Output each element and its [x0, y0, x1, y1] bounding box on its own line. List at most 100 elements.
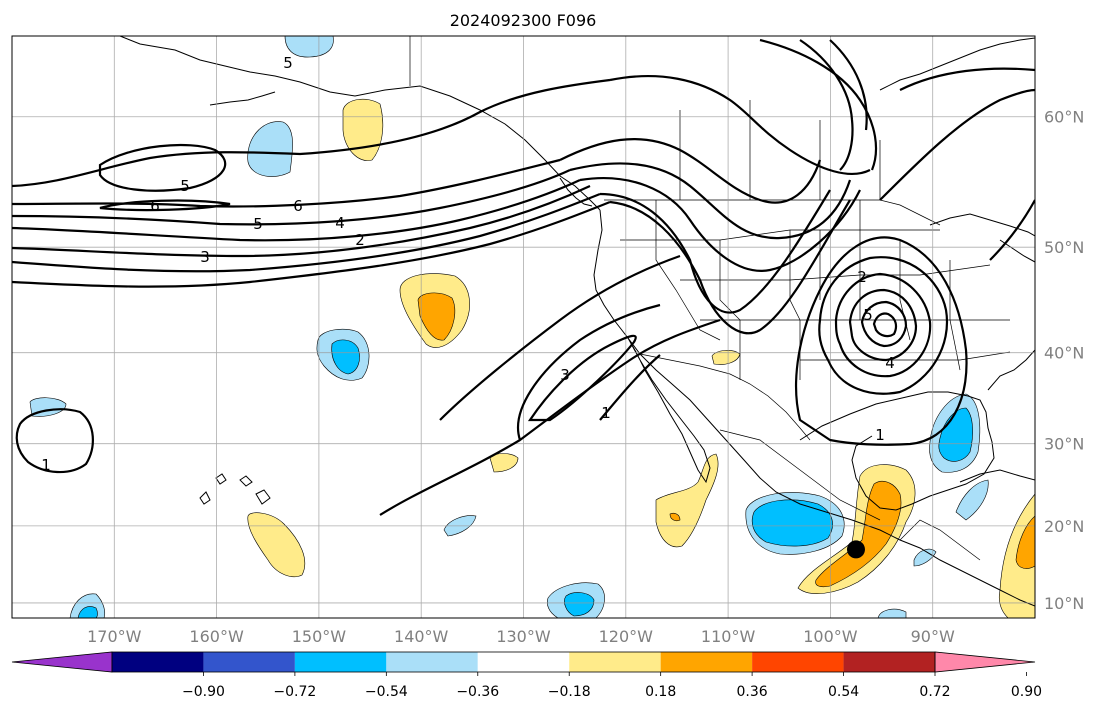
contour-north-3: [829, 39, 868, 131]
shade-blue-central-america: [913, 548, 937, 567]
shade-blue-gulf-alaska: [284, 36, 334, 58]
contour-pacific-jet-4: [12, 179, 581, 242]
coast-gulf-of-mexico: [799, 391, 995, 511]
border-states-8: [620, 229, 940, 241]
coast-hawaii-4: [215, 473, 227, 485]
colorbar-tick-label: −0.54: [365, 684, 408, 700]
coast-florida: [987, 349, 1035, 391]
longitude-label: 130°W: [496, 627, 551, 646]
colorbar-tick-label: 0.18: [645, 684, 676, 700]
latitude-label: 10°N: [1044, 594, 1084, 613]
longitude-label: 120°W: [599, 627, 654, 646]
contour-ridge-1: [609, 74, 871, 175]
shade-orange-pacific-40n: [417, 292, 456, 341]
latitude-label: 40°N: [1044, 344, 1084, 363]
contour-trough-1: [379, 318, 721, 516]
contour-pacific-jet-6: [12, 192, 601, 273]
contour-north-1: [759, 38, 878, 171]
shade-blue-bering: [247, 121, 293, 177]
longitude-label: 110°W: [701, 627, 756, 646]
colorbar-extend-high: [934, 651, 1036, 673]
colorbar-extend-low: [11, 651, 113, 673]
border-central-america: [899, 519, 981, 561]
storm-location-marker: [846, 540, 865, 559]
coast-hawaii-1: [199, 491, 211, 505]
shade-cyan-mexico-pacific: [751, 499, 833, 547]
longitude-label: 170°W: [87, 627, 142, 646]
border-us-mexico: [639, 353, 811, 441]
contour-pacific-jet-2: [12, 158, 561, 208]
contour-label: 5: [283, 54, 293, 72]
contour-pacific-jet-5: [12, 185, 591, 258]
shade-cyan-pacific-10n-west: [77, 606, 98, 618]
longitude-label: 90°W: [911, 627, 955, 646]
map-frame: [11, 35, 1036, 619]
contour-cutoff-3: [848, 288, 918, 362]
shade-orange-baja: [669, 512, 681, 522]
latitude-label: 20°N: [1044, 517, 1084, 536]
longitude-label: 140°W: [394, 627, 449, 646]
colorbar-tick-label: −0.36: [456, 684, 499, 700]
coast-baja: [627, 337, 711, 484]
latitude-label: 60°N: [1044, 108, 1084, 127]
border-states-2: [719, 240, 741, 380]
colorbar-segment: [660, 652, 753, 672]
contour-label: 2: [857, 268, 867, 286]
contour-closed-6: [99, 199, 231, 212]
contour-north-2: [799, 39, 854, 171]
contour-trough-3: [517, 303, 661, 441]
latitude-labels: 60°N 50°N 40°N 30°N 20°N 10°N: [1044, 108, 1084, 613]
colorbar-tick-label: −0.90: [182, 684, 225, 700]
colorbar-tick-label: 0.54: [828, 684, 859, 700]
contour-west-closed: [15, 408, 94, 474]
latitude-label: 50°N: [1044, 238, 1084, 257]
contour-label: 3: [560, 366, 570, 384]
contour-label: 4: [885, 354, 895, 372]
contour-label: 4: [335, 214, 345, 232]
contour-label: 1: [875, 426, 885, 444]
contour-labels: 5 5 6 6 5 4 2 3 3 1 2 5 4 1 1: [41, 54, 895, 474]
coast-alaska: [119, 36, 601, 211]
coast-hawaii-2: [239, 475, 253, 487]
longitude-label: 100°W: [803, 627, 858, 646]
border-canada-provinces: [679, 100, 881, 200]
map-area: 5 5 6 6 5 4 2 3 3 1 2 5 4 1 1: [12, 36, 1035, 618]
colorbar-tick-label: −0.18: [548, 684, 591, 700]
shade-cyan-pacific-10n: [564, 592, 595, 617]
political-borders: [409, 36, 1011, 561]
colorbar-segment: [752, 652, 844, 672]
colorbar-segment: [843, 652, 935, 672]
longitude-label: 160°W: [189, 627, 244, 646]
contour-cutoff-4: [860, 300, 908, 348]
contour-ridge-3: [569, 162, 852, 240]
colorbar-segment: [294, 652, 387, 672]
contour-label: 3: [200, 248, 210, 266]
contour-trough-2: [439, 254, 681, 421]
colorbar-segment: [112, 652, 204, 672]
colorbar-tick-label: 0.36: [737, 684, 768, 700]
shade-yellow-hawaii: [247, 512, 306, 578]
contour-east-1: [989, 199, 1035, 261]
colorbar-tick-label: 0.90: [1011, 684, 1042, 700]
latitude-label: 30°N: [1044, 435, 1084, 454]
colorbar-tick-label: 0.72: [919, 684, 950, 700]
contour-trough-4: [527, 334, 637, 422]
contour-outer-1: [794, 236, 968, 446]
contour-label: 2: [355, 231, 365, 249]
border-states-9: [680, 264, 991, 281]
contour-ridge-5: [599, 189, 831, 314]
contour-ridge-4: [579, 177, 861, 272]
longitude-label: 150°W: [292, 627, 347, 646]
border-us-canada: [604, 199, 941, 226]
coast-cuba: [959, 469, 1035, 483]
contour-label: 5: [180, 177, 190, 195]
contour-cutoff-1: [818, 256, 949, 395]
contour-pacific-jet-3: [12, 169, 571, 226]
map-title: 2024092300 F096: [450, 11, 597, 30]
contour-cutoff-2: [834, 272, 932, 378]
contour-pacific-jet-7: [12, 200, 611, 288]
contour-pacific-jet-1: [12, 78, 611, 188]
shade-orange-caribbean: [1015, 515, 1035, 569]
colorbar: [11, 651, 1036, 673]
